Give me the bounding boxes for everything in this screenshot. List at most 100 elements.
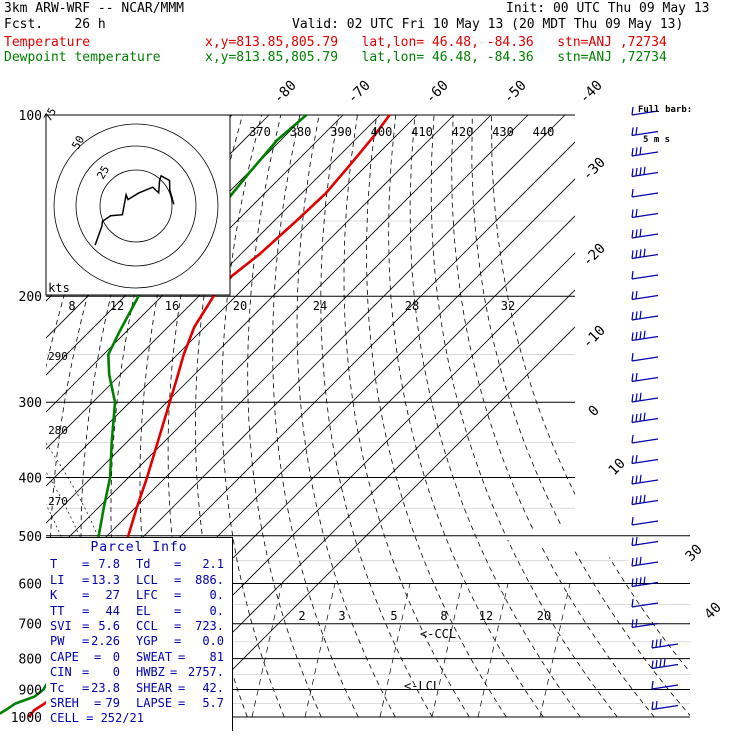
parcel-eq: = (174, 572, 182, 587)
mixing-ratio-line (304, 583, 336, 717)
ccl-annotation: <-CCL (420, 627, 456, 641)
dry-adiabat (409, 115, 581, 717)
parcel-eq: = (82, 588, 90, 603)
hodograph-inset: 75 50 25 (41, 106, 231, 296)
parcel-eq: = (174, 588, 182, 603)
barb-legend-line1: Full barb: (638, 105, 693, 115)
isotherm-label: -30 (580, 155, 609, 184)
pressure-label: 500 (19, 530, 42, 545)
parcel-eq: = (178, 695, 186, 710)
legend-temperature: Temperature (4, 35, 91, 50)
wind-barb (631, 310, 659, 321)
parcel-value: 0 (112, 649, 120, 664)
parcel-row: LI 13.3 LCL 886. = = (46, 573, 232, 588)
parcel-row: T 7.8 Td 2.1 = = (46, 557, 232, 572)
pressure-label: 1000 (11, 711, 42, 726)
parcel-row: K 27 LFC 0. = = (46, 588, 232, 603)
hodograph-speed-label: 8 (68, 299, 75, 313)
wind-barb (631, 330, 659, 342)
theta-label: 430 (492, 125, 514, 139)
dry-adiabat (491, 115, 690, 717)
hodograph-speed-label: 16 (165, 299, 179, 313)
dry-adiabat (343, 115, 470, 717)
parcel-eq: = (174, 603, 182, 618)
parcel-key: TT (50, 603, 65, 618)
parcel-key: EL (136, 603, 151, 618)
mixing-ratio-line (477, 583, 509, 717)
isotherm-label: -10 (580, 323, 609, 352)
parcel-key: LI (50, 572, 65, 587)
wind-barb (631, 454, 659, 465)
temperature-station-info: x,y=813.85,805.79 lat,lon= 46.48, -84.36… (205, 35, 667, 50)
legend-dewpoint: Dewpoint temperature (4, 50, 161, 65)
dewpoint-station-info: x,y=813.85,805.79 lat,lon= 46.48, -84.36… (205, 50, 667, 65)
wind-barb (631, 412, 659, 424)
parcel-eq: = (94, 695, 102, 710)
mixing-ratio-label: 3 (338, 609, 345, 623)
isotherm (184, 115, 690, 717)
parcel-eq: = (170, 665, 178, 680)
parcel-row: PW 2.26 YGP 0.0 = = (46, 634, 232, 649)
dry-adiabat (471, 115, 690, 717)
isotherm-label: -60 (423, 78, 452, 107)
hodograph-speed-label: 24 (313, 299, 327, 313)
hodograph-ring (53, 123, 219, 289)
hodograph-ring-label: 75 (41, 106, 59, 124)
theta-label: 380 (290, 125, 312, 139)
isotherm-label: -20 (580, 241, 609, 270)
wind-barb (631, 228, 659, 239)
pressure-label: 600 (19, 577, 42, 592)
dry-adiabat (221, 115, 285, 717)
wind-barb (651, 700, 679, 711)
parcel-info-panel: Parcel Info T 7.8 Td 2.1 = = LI 13.3 LCL 886. = = K 2… (46, 537, 233, 731)
parcel-key: Tc (50, 680, 65, 695)
parcel-eq: = (82, 634, 90, 649)
parcel-row: CIN 0 HWBZ 2757. = = (46, 665, 232, 680)
parcel-key: SHEAR (136, 680, 173, 695)
wind-barb (631, 166, 659, 178)
parcel-value: 27 (105, 588, 120, 603)
isotherm (46, 115, 492, 717)
forecast-hour: Fcst. 26 h (4, 17, 106, 32)
model-title: 3km ARW-WRF -- NCAR/MMM (4, 1, 185, 16)
parcel-row: CAPE 0 SWEAT 81 = = (46, 650, 232, 665)
theta-low-label: 280 (48, 424, 68, 437)
parcel-value: 23.8 (91, 680, 120, 695)
hodograph-ring (75, 145, 197, 267)
parcel-value: 723. (195, 618, 224, 633)
parcel-key: LAPSE (136, 695, 173, 710)
parcel-eq: = (82, 557, 90, 572)
pressure-label: 900 (19, 683, 42, 698)
wind-barb (631, 372, 659, 383)
theta-label: 410 (411, 125, 433, 139)
theta-label: 420 (452, 125, 474, 139)
wind-barb (631, 556, 659, 567)
lcl-annotation: <-LCL (404, 679, 440, 693)
isotherm (46, 115, 381, 717)
isotherm-label: -70 (345, 78, 374, 107)
parcel-value: 0. (209, 588, 224, 603)
parcel-key: SWEAT (136, 649, 173, 664)
mixing-ratio-line (251, 583, 283, 717)
hodograph-ring-label: 50 (69, 134, 87, 152)
moist-adiabat (0, 296, 19, 717)
parcel-cell: CELL = 252/21 (50, 711, 144, 726)
wind-barb (651, 638, 679, 649)
parcel-value: 7.8 (98, 557, 120, 572)
parcel-key: YGP (136, 634, 158, 649)
parcel-eq: = (82, 618, 90, 633)
parcel-eq: = (82, 680, 90, 695)
parcel-eq: = (174, 557, 182, 572)
hodograph-speed-label: 28 (405, 299, 419, 313)
isotherm-label: 0 (586, 403, 603, 420)
parcel-value: 44 (105, 603, 120, 618)
dry-adiabat (320, 115, 433, 717)
hodograph-ring-label: 25 (94, 164, 112, 182)
isotherm-label: -80 (271, 78, 300, 107)
wind-barb (631, 352, 659, 362)
wind-barb (631, 270, 659, 280)
hodograph-trace (94, 174, 175, 246)
pressure-label: 300 (19, 396, 42, 411)
